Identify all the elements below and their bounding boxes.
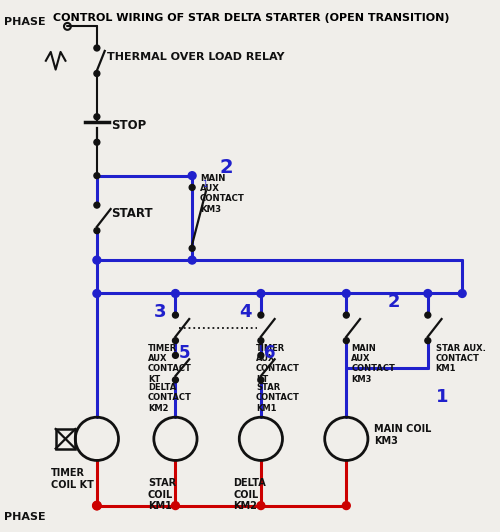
Text: STAR
COIL
KM1: STAR COIL KM1 — [148, 478, 176, 511]
Text: TIMER
COIL KT: TIMER COIL KT — [50, 468, 94, 490]
Text: STOP: STOP — [110, 119, 146, 132]
Circle shape — [93, 502, 101, 510]
Circle shape — [188, 172, 196, 180]
Circle shape — [93, 289, 101, 297]
Circle shape — [257, 502, 265, 510]
Text: MAIN COIL
KM3: MAIN COIL KM3 — [374, 424, 431, 446]
Circle shape — [172, 352, 178, 359]
Text: START: START — [110, 207, 152, 220]
Circle shape — [424, 289, 432, 297]
Circle shape — [172, 312, 178, 318]
Circle shape — [344, 312, 349, 318]
Circle shape — [342, 289, 350, 297]
Circle shape — [172, 289, 179, 297]
Circle shape — [258, 377, 264, 383]
Circle shape — [189, 245, 195, 251]
Circle shape — [172, 377, 178, 383]
Text: 1: 1 — [202, 180, 207, 188]
Circle shape — [344, 338, 349, 344]
Circle shape — [93, 256, 101, 264]
Text: STAR
CONTACT
KM1: STAR CONTACT KM1 — [256, 383, 300, 413]
Circle shape — [189, 185, 195, 190]
Text: TIMER
AUX
CONTACT
KT: TIMER AUX CONTACT KT — [256, 344, 300, 384]
Circle shape — [94, 228, 100, 234]
Circle shape — [425, 338, 431, 344]
Text: PHASE: PHASE — [4, 511, 45, 521]
Circle shape — [94, 202, 100, 208]
Text: 2: 2 — [220, 158, 234, 177]
Circle shape — [425, 312, 431, 318]
Text: THERMAL OVER LOAD RELAY: THERMAL OVER LOAD RELAY — [106, 52, 284, 62]
Circle shape — [458, 289, 466, 297]
Bar — [56, 429, 76, 448]
Circle shape — [172, 502, 179, 510]
Text: STAR AUX.
CONTACT
KM1: STAR AUX. CONTACT KM1 — [436, 344, 486, 373]
Circle shape — [257, 289, 265, 297]
Circle shape — [94, 173, 100, 179]
Circle shape — [342, 502, 350, 510]
Text: TIMER
AUX
CONTACT
KT: TIMER AUX CONTACT KT — [148, 344, 192, 384]
Text: CONTROL WIRING OF STAR DELTA STARTER (OPEN TRANSITION): CONTROL WIRING OF STAR DELTA STARTER (OP… — [53, 13, 450, 23]
Circle shape — [258, 352, 264, 359]
Text: 3: 3 — [154, 303, 166, 321]
Circle shape — [188, 256, 196, 264]
Circle shape — [172, 338, 178, 344]
Text: DELTA
CONTACT
KM2: DELTA CONTACT KM2 — [148, 383, 192, 413]
Circle shape — [94, 114, 100, 120]
Text: DELTA
COIL
KM2: DELTA COIL KM2 — [234, 478, 266, 511]
Text: MAIN
AUX
CONTACT
KM3: MAIN AUX CONTACT KM3 — [200, 173, 245, 214]
Text: PHASE: PHASE — [4, 18, 45, 28]
Text: 1: 1 — [436, 388, 448, 406]
Circle shape — [94, 71, 100, 77]
Circle shape — [258, 312, 264, 318]
Text: 4: 4 — [240, 303, 252, 321]
Text: 6: 6 — [264, 344, 276, 362]
Circle shape — [258, 338, 264, 344]
Text: 2: 2 — [388, 294, 400, 312]
Circle shape — [94, 139, 100, 145]
Circle shape — [94, 45, 100, 51]
Text: MAIN
AUX
CONTACT
KM3: MAIN AUX CONTACT KM3 — [351, 344, 395, 384]
Text: 5: 5 — [178, 344, 190, 362]
